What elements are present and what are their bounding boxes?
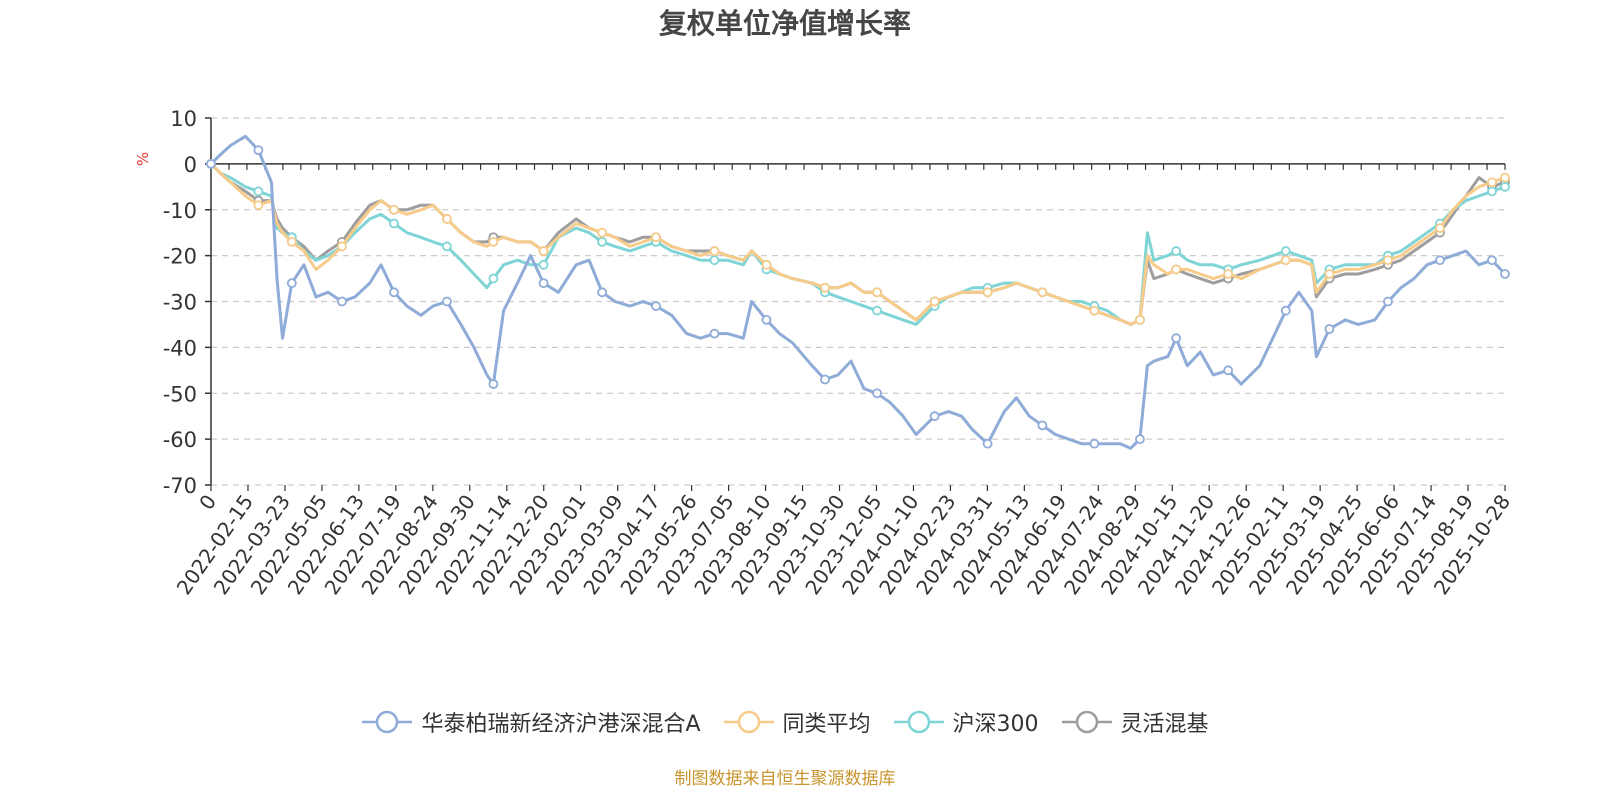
y-tick-label: -40: [163, 336, 197, 360]
series-marker: [206, 158, 216, 169]
y-tick-label: -70: [163, 474, 197, 498]
series-marker: [253, 200, 264, 211]
series-marker: [1500, 181, 1510, 192]
legend-swatch-icon: [1061, 710, 1112, 734]
series-marker: [1435, 223, 1445, 234]
series-marker: [1383, 255, 1393, 266]
y-tick-label: -50: [163, 382, 197, 406]
y-axis-label: %: [134, 152, 152, 166]
series-line: [209, 162, 1506, 326]
series-marker: [389, 204, 399, 215]
series-marker: [1500, 269, 1510, 279]
series-marker: [1500, 172, 1510, 183]
series-marker: [442, 214, 452, 224]
series-line: [209, 162, 1506, 326]
series-line: [209, 134, 1507, 450]
y-tick-label: -20: [163, 245, 197, 269]
legend-swatch-icon: [362, 710, 413, 734]
legend: 华泰柏瑞新经济沪港深混合A 同类平均 沪深300 灵活混基: [0, 706, 1570, 738]
series-marker: [538, 278, 549, 289]
series-marker: [982, 438, 993, 449]
series-marker: [820, 374, 830, 385]
series-marker: [253, 186, 264, 197]
series-marker: [872, 287, 882, 298]
series-marker: [929, 296, 940, 307]
series-marker: [442, 241, 452, 252]
series-marker: [597, 236, 607, 247]
series-marker: [1280, 255, 1291, 266]
y-tick-label: -60: [163, 428, 197, 452]
series-marker: [929, 411, 940, 422]
series-marker: [761, 259, 772, 270]
series-marker: [442, 296, 452, 307]
series-marker: [709, 328, 720, 339]
series-marker: [286, 236, 297, 247]
series-marker: [286, 278, 297, 289]
series-lines: [206, 134, 1510, 450]
series-marker: [1487, 177, 1497, 188]
series-marker: [1037, 287, 1048, 298]
series-marker: [1171, 246, 1182, 256]
series-marker: [253, 145, 264, 156]
y-tick-label: 10: [170, 107, 197, 131]
series-marker: [488, 379, 499, 389]
series-marker: [709, 255, 720, 266]
series-marker: [820, 282, 830, 293]
legend-item[interactable]: 沪深300: [893, 706, 1039, 738]
series-marker: [1383, 296, 1393, 307]
series-marker: [337, 241, 347, 252]
legend-label: 灵活混基: [1120, 712, 1209, 737]
legend-item[interactable]: 华泰柏瑞新经济沪港深混合A: [361, 706, 701, 738]
series-line: [209, 162, 1506, 326]
grid-lines: [211, 117, 1505, 486]
legend-item[interactable]: 同类平均: [723, 706, 871, 738]
series-marker: [538, 259, 549, 270]
series-marker: [651, 301, 661, 311]
series-marker: [1223, 269, 1234, 279]
series-marker: [389, 218, 399, 229]
x-tick-label: 0: [194, 490, 221, 514]
series-marker: [1324, 269, 1335, 279]
series-marker: [1171, 333, 1182, 344]
series-marker: [872, 305, 882, 316]
legend-swatch-icon: [723, 710, 774, 734]
series-marker: [597, 227, 607, 238]
legend-item[interactable]: 灵活混基: [1061, 706, 1209, 738]
y-tick-label: -10: [163, 199, 197, 223]
series-marker: [982, 287, 993, 298]
legend-label: 同类平均: [782, 712, 871, 737]
series-marker: [1487, 186, 1497, 197]
series-marker: [761, 314, 772, 325]
series-marker: [488, 273, 499, 284]
axes: 100-10-20-30-40-50-60-7002022-02-152022-…: [163, 107, 1515, 599]
series-marker: [1089, 438, 1100, 449]
series-marker: [1435, 255, 1445, 266]
series-marker: [1280, 246, 1291, 256]
legend-label: 华泰柏瑞新经济沪港深混合A: [421, 712, 701, 737]
chart-title: 复权单位净值增长率: [658, 7, 911, 40]
series-marker: [1171, 264, 1182, 275]
series-marker: [1135, 314, 1145, 325]
series-marker: [709, 246, 720, 256]
series-marker: [337, 296, 347, 307]
series-marker: [1324, 324, 1335, 334]
series-marker: [488, 236, 499, 247]
series-marker: [872, 388, 882, 399]
legend-swatch-icon: [893, 710, 944, 734]
legend-label: 沪深300: [952, 712, 1039, 737]
series-marker: [1135, 434, 1145, 445]
y-tick-label: -30: [163, 291, 197, 315]
source-note: 制图数据来自恒生聚源数据库: [674, 769, 896, 789]
series-marker: [597, 287, 607, 298]
series-marker: [1089, 305, 1100, 316]
series-marker: [1223, 365, 1234, 376]
series-marker: [1487, 255, 1497, 266]
series-marker: [1037, 420, 1048, 431]
series-marker: [1280, 305, 1291, 316]
series-marker: [651, 232, 661, 243]
series-marker: [538, 246, 549, 256]
y-tick-label: 0: [184, 153, 197, 177]
series-marker: [389, 287, 399, 298]
